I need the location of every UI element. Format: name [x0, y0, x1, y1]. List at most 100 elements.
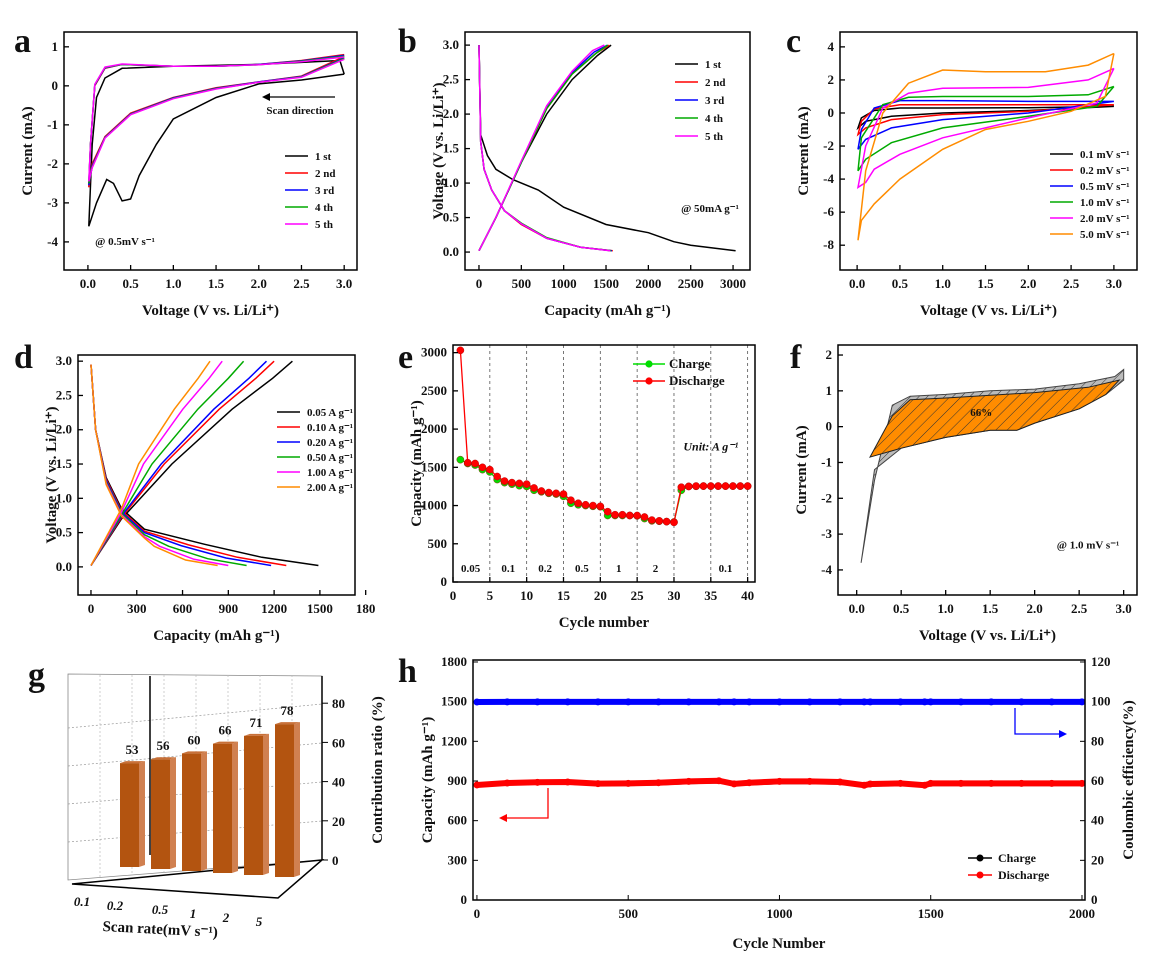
discharge-point [522, 480, 531, 488]
y-tick-label: -8 [823, 237, 834, 252]
y-tick-label: 0.5 [56, 525, 73, 540]
legend-label: 5.0 mV s⁻¹ [1080, 229, 1130, 241]
ce-point [1017, 698, 1025, 706]
x-tick-label: 2.0 [251, 276, 267, 291]
x-tick-label: 2.5 [293, 276, 310, 291]
x-axis-label: Voltage (V vs. Li/Li⁺) [920, 303, 1057, 319]
y-tick-label: 2.5 [56, 387, 73, 402]
ce-point [685, 698, 693, 706]
y-tick-label: 0.0 [56, 559, 72, 574]
legend-label: 3 rd [705, 95, 724, 107]
y-tick-label-right: 60 [1091, 773, 1104, 788]
discharge-point [589, 501, 597, 510]
discharge-point [456, 346, 465, 355]
y-tick-label: 1500 [421, 459, 447, 474]
annotation-current: @ 50mA g⁻¹ [681, 203, 739, 215]
rate-label: 0.2 [538, 563, 552, 575]
discharge-point [603, 507, 612, 516]
x-tick-label: 3.0 [1106, 276, 1122, 291]
y-tick-label: 2.5 [443, 72, 460, 87]
discharge-point [581, 500, 590, 509]
plot-frame [77, 354, 356, 596]
y-tick-label-left: 300 [448, 852, 468, 867]
discharge-capacity-line [476, 777, 1082, 789]
discharge-point [471, 459, 479, 468]
plot-frame [452, 344, 756, 583]
ce-point [987, 698, 995, 706]
x-tick-label: 25 [631, 588, 645, 603]
series-line-4 [88, 56, 345, 182]
x-tick-label: 0 [474, 906, 481, 921]
plot-frame [839, 31, 1138, 271]
y-tick-label-right: 0 [1091, 892, 1098, 907]
discharge-point [1017, 779, 1025, 787]
y-tick-label: -4 [47, 234, 58, 249]
plot-area [88, 53, 345, 227]
panel-h: h0 500 1000 1500 200003006009001200150018000… [398, 653, 1137, 952]
annotation-scan-direction: Scan direction [266, 105, 333, 117]
ce-point [745, 698, 753, 706]
bar-value-label: 78 [281, 703, 295, 718]
x-tick-label: 500 [618, 906, 638, 921]
y-tick-label: -3 [821, 526, 832, 541]
y-tick-label-right: 40 [1091, 813, 1104, 828]
discharge-point [567, 496, 575, 504]
legend-label: Charge [669, 356, 710, 371]
x-tick-label: 2500 [678, 276, 704, 291]
discharge-point [611, 510, 619, 519]
y-axis-label: Voltage (V vs. Li/Li⁺) [44, 406, 60, 543]
panel-f: f 0.0 0.5 1.0 1.5 2.0 2.5 3.0 2 1 0 -1 -2 -3 -4 Voltage… [790, 339, 1138, 644]
x-tick-label: 2000 [635, 276, 661, 291]
y-tick-label: -2 [823, 138, 834, 153]
series-line-3 [478, 45, 612, 252]
discharge-point [730, 780, 738, 788]
discharge-point [544, 488, 553, 497]
y-tick-label: -2 [47, 156, 58, 171]
legend-marker [976, 871, 984, 879]
bar-value-label: 56 [157, 738, 171, 753]
series-line-5 [90, 364, 218, 567]
x-tick-label: 0.2 [107, 898, 124, 913]
y-axis-label: Current (mA) [794, 425, 810, 514]
ce-point [957, 698, 965, 706]
y-axis-label: Contribution ratio (%) [370, 696, 386, 844]
discharge-point [927, 779, 935, 787]
x-tick-label: 0.5 [892, 276, 909, 291]
panel-label: c [786, 23, 801, 60]
bar-value-label: 53 [126, 742, 140, 757]
y-axis-label: Capacity (mAh g⁻¹) [409, 400, 425, 527]
series-charge-line-1 [478, 44, 610, 252]
legend-label: 2.00 A g⁻¹ [307, 482, 353, 494]
y-tick-label: 1.5 [443, 141, 460, 156]
y-tick-label: 2.0 [56, 422, 72, 437]
y-tick-label: 0 [441, 574, 448, 589]
bar-side [201, 751, 207, 871]
x-tick-label: 40 [741, 588, 754, 603]
discharge-point [860, 781, 868, 789]
plot-frame [63, 31, 358, 271]
panel-a: a 0.0 0.5 1.0 1.5 2.0 2.5 3.0 1 0 -1 -2 -3 -4 Voltage … [14, 23, 358, 319]
x-tick-label: 35 [704, 588, 718, 603]
legend-label: 0.2 mV s⁻¹ [1080, 165, 1130, 177]
bar-value-label: 71 [250, 715, 263, 730]
y-tick-label: 1 [52, 39, 59, 54]
discharge-point [596, 502, 605, 511]
legend-label: Charge [998, 851, 1037, 865]
y-tick-label: 2.0 [443, 106, 459, 121]
bar-top [151, 757, 176, 760]
y-tick-label-left: 900 [448, 773, 468, 788]
arrow-head [1059, 730, 1067, 738]
discharge-point [736, 482, 745, 490]
y-tick-label-right: 80 [1091, 733, 1104, 748]
x-axis-label: Capacity (mAh g⁻¹) [544, 303, 671, 319]
series-line-4 [856, 67, 1115, 189]
y-tick-label: 0 [332, 853, 339, 868]
panel-b: b 0 500 1000 1500 2000 2500 3000 0.0 0.5 1.0 1.5 2.0… [398, 23, 751, 319]
bar-front [182, 753, 201, 871]
series-charge-line-5 [90, 360, 211, 566]
discharge-point [729, 482, 737, 490]
bar-top [244, 733, 269, 736]
legend-label: 0.20 A g⁻¹ [307, 437, 353, 449]
y-tick-label: 0 [52, 78, 59, 93]
x-axis-label: Capacity (mAh g⁻¹) [153, 628, 280, 644]
